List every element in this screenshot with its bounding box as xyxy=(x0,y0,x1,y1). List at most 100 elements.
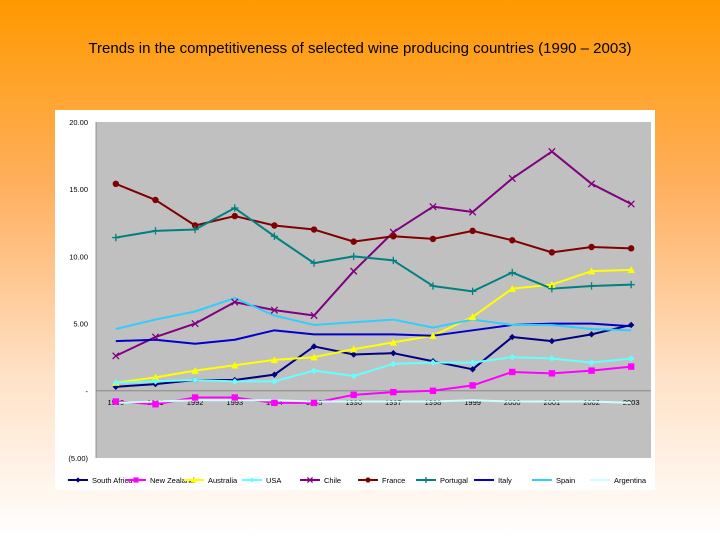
data-point xyxy=(509,237,516,244)
data-point xyxy=(112,379,120,386)
data-point xyxy=(548,337,556,345)
data-point-stroke xyxy=(231,298,239,306)
data-point xyxy=(627,355,635,362)
data-point xyxy=(112,398,120,405)
data-point xyxy=(468,208,477,216)
legend-label: South Africa xyxy=(92,476,133,485)
legend-label: Spain xyxy=(556,476,575,485)
data-point xyxy=(271,222,278,229)
data-point xyxy=(548,280,556,288)
data-point xyxy=(429,359,437,366)
data-point xyxy=(310,367,318,374)
data-point xyxy=(151,373,160,381)
data-point xyxy=(191,222,199,229)
data-point xyxy=(469,227,476,235)
data-point xyxy=(310,259,318,267)
data-point xyxy=(429,282,437,290)
data-point xyxy=(627,280,635,289)
data-point xyxy=(310,226,318,233)
data-point xyxy=(152,196,159,204)
data-point xyxy=(587,180,596,188)
data-point xyxy=(587,267,596,275)
data-point xyxy=(271,399,278,407)
data-point xyxy=(350,391,357,399)
data-point xyxy=(390,349,397,357)
data-point xyxy=(587,282,596,290)
data-point xyxy=(429,203,437,211)
y-axis: 20.00 15.00 10.00 5.00 - (5.00) xyxy=(68,118,88,463)
data-point xyxy=(508,174,516,183)
data-point xyxy=(509,333,516,341)
data-point xyxy=(627,245,635,252)
data-point xyxy=(349,345,358,353)
series-line-chile xyxy=(115,150,632,357)
series-line-new-zealand xyxy=(115,365,632,406)
series-markers xyxy=(112,147,635,408)
legend-item: France xyxy=(358,476,405,485)
data-point xyxy=(429,235,437,243)
data-point-stroke xyxy=(151,333,160,341)
legend-label: Italy xyxy=(498,476,512,485)
data-point xyxy=(152,378,159,385)
data-point xyxy=(231,394,238,401)
data-point xyxy=(390,388,397,396)
series-line-argentina xyxy=(115,399,632,404)
legend-item: Spain xyxy=(532,476,575,485)
data-point xyxy=(469,366,476,373)
data-point xyxy=(627,200,635,208)
y-tick-label: (5.00) xyxy=(68,454,88,463)
data-point xyxy=(310,311,318,320)
data-point xyxy=(548,249,556,256)
data-point xyxy=(270,356,279,364)
data-point-stroke xyxy=(468,208,477,216)
legend-item: Chile xyxy=(300,476,341,485)
data-point xyxy=(191,394,199,401)
data-point-stroke xyxy=(429,203,437,211)
legend-item: Argentina xyxy=(590,476,647,485)
data-point xyxy=(429,387,437,394)
data-point xyxy=(191,366,199,374)
legend-item: Italy xyxy=(474,476,512,485)
data-point xyxy=(231,204,239,212)
data-point-stroke xyxy=(350,267,358,275)
data-point xyxy=(468,287,477,296)
data-point xyxy=(548,284,556,293)
data-point xyxy=(429,331,437,339)
data-point xyxy=(350,351,357,358)
data-point xyxy=(133,477,139,483)
chart-title: Trends in the competitiveness of selecte… xyxy=(88,40,632,57)
data-point xyxy=(310,399,318,407)
y-tick-label: 10.00 xyxy=(69,252,88,261)
legend: South Africa New Zealand Australia USA Chile… xyxy=(68,476,647,485)
data-point xyxy=(151,333,160,341)
data-point-stroke xyxy=(508,174,516,183)
data-point xyxy=(390,360,397,368)
data-point xyxy=(627,266,635,274)
legend-label: Argentina xyxy=(614,476,647,485)
data-point xyxy=(112,233,120,242)
data-point xyxy=(469,359,476,366)
data-point xyxy=(548,147,556,156)
data-point xyxy=(231,298,239,306)
y-tick-label: 15.00 xyxy=(69,185,88,194)
legend-label: Chile xyxy=(324,476,341,485)
legend-item: Portugal xyxy=(416,476,468,485)
data-point xyxy=(112,180,120,188)
series-line-france xyxy=(115,182,632,254)
data-point xyxy=(588,331,595,338)
data-point xyxy=(271,378,278,385)
legend-item: New Zealand xyxy=(126,476,194,485)
data-point xyxy=(548,355,556,362)
x-tick-label: 1993 xyxy=(226,398,243,407)
data-point xyxy=(310,343,318,350)
plot-area xyxy=(96,122,651,458)
data-point xyxy=(350,238,357,245)
series-line-portugal xyxy=(115,207,632,293)
y-tick-label: - xyxy=(86,387,89,396)
data-point xyxy=(508,268,516,277)
data-point-stroke xyxy=(191,319,199,328)
data-point xyxy=(270,232,279,240)
legend-label: USA xyxy=(266,476,281,485)
y-tick-label: 20.00 xyxy=(69,118,88,127)
